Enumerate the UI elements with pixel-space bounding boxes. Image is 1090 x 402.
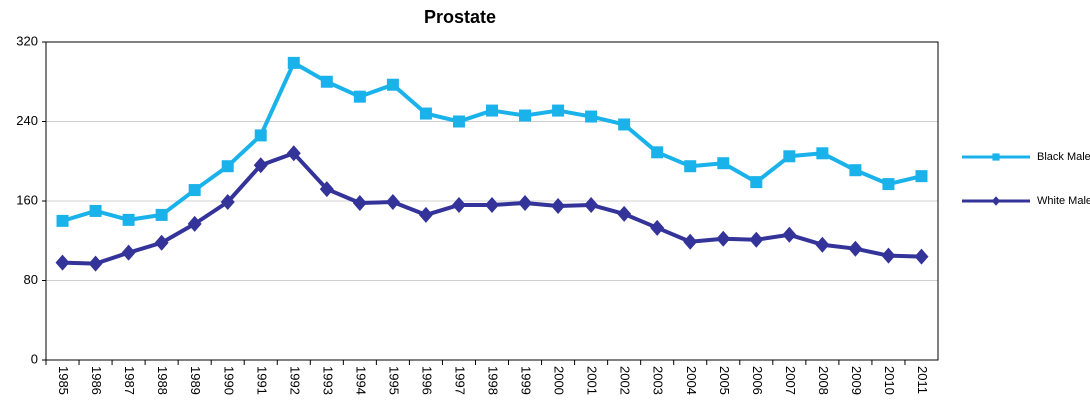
data-point	[882, 178, 895, 191]
x-tick-label: 1997	[453, 366, 468, 395]
chart-title: Prostate	[424, 7, 496, 27]
data-point	[121, 244, 136, 261]
x-tick-label: 1996	[419, 366, 434, 395]
legend-label: Black Male	[1037, 151, 1090, 163]
data-point	[485, 196, 499, 213]
data-point	[881, 247, 896, 264]
x-tick-label: 1987	[122, 366, 137, 395]
data-point	[221, 160, 234, 173]
data-point	[650, 219, 665, 236]
data-point	[848, 240, 863, 257]
data-point	[849, 164, 862, 177]
data-point	[419, 107, 432, 120]
data-point	[518, 194, 533, 211]
data-point	[287, 56, 300, 69]
x-tick-label: 1994	[353, 366, 368, 395]
x-tick-label: 1995	[386, 366, 401, 395]
data-point	[519, 109, 532, 122]
data-point	[188, 184, 201, 197]
y-tick-label: 160	[16, 192, 38, 207]
x-tick-label: 2002	[618, 366, 633, 395]
x-tick-label: 1986	[89, 366, 104, 395]
x-tick-label: 2003	[651, 366, 666, 395]
x-tick-label: 2008	[816, 366, 831, 395]
x-tick-label: 2011	[915, 366, 930, 394]
data-point	[451, 196, 466, 213]
data-point	[750, 176, 763, 189]
data-point	[386, 78, 399, 91]
x-tick-label: 1993	[320, 366, 335, 395]
data-point	[286, 145, 301, 162]
data-point	[254, 129, 267, 142]
data-point	[452, 115, 465, 128]
x-tick-label: 2009	[849, 366, 864, 395]
data-point	[320, 75, 333, 88]
legend-marker	[992, 153, 1000, 161]
x-tick-label: 1985	[56, 366, 71, 395]
data-point	[187, 215, 202, 232]
data-point	[618, 118, 631, 131]
data-point	[155, 208, 168, 221]
data-point	[89, 204, 102, 217]
data-point	[486, 104, 498, 117]
data-point	[585, 110, 598, 123]
x-tick-label: 2000	[552, 366, 567, 395]
data-point	[684, 160, 697, 173]
data-point	[418, 206, 433, 223]
y-tick-label: 240	[16, 113, 38, 128]
data-point	[716, 230, 731, 247]
x-tick-label: 2001	[585, 366, 600, 395]
legend-label: White Male	[1037, 195, 1090, 207]
data-point	[253, 157, 268, 174]
x-tick-label: 1999	[519, 366, 534, 395]
data-point	[88, 255, 103, 272]
x-tick-label: 1998	[486, 366, 501, 395]
x-tick-label: 1992	[287, 366, 302, 395]
x-tick-label: 1989	[188, 366, 203, 395]
y-tick-label: 80	[24, 272, 38, 287]
data-point	[551, 197, 566, 214]
data-point	[352, 194, 367, 211]
y-tick-label: 0	[31, 351, 38, 366]
data-point	[55, 254, 70, 271]
data-point	[683, 233, 698, 250]
x-tick-label: 2007	[783, 366, 798, 395]
plot-area	[45, 41, 939, 361]
data-point	[783, 150, 796, 163]
x-tick-label: 1991	[254, 366, 269, 395]
data-point	[56, 214, 69, 227]
data-point	[584, 196, 599, 213]
data-point	[385, 193, 400, 210]
data-point	[914, 248, 929, 265]
data-point	[717, 157, 730, 170]
x-tick-label: 2006	[750, 366, 765, 395]
x-tick-label: 2005	[717, 366, 732, 395]
x-tick-label: 2004	[684, 366, 699, 395]
data-point	[815, 236, 830, 253]
data-point	[552, 104, 565, 117]
x-tick-label: 1990	[221, 366, 236, 395]
y-tick-label: 320	[16, 33, 38, 48]
data-point	[319, 181, 334, 198]
data-point	[915, 170, 928, 183]
x-tick-label: 2010	[882, 366, 897, 395]
data-point	[154, 234, 169, 251]
data-point	[782, 226, 797, 243]
data-point	[749, 231, 764, 248]
data-point	[220, 193, 235, 210]
data-point	[353, 90, 366, 103]
data-point	[816, 147, 829, 160]
data-point	[122, 213, 135, 226]
legend-marker	[991, 196, 1001, 206]
data-point	[651, 146, 664, 159]
data-point	[617, 205, 632, 222]
x-tick-label: 1988	[155, 366, 170, 395]
